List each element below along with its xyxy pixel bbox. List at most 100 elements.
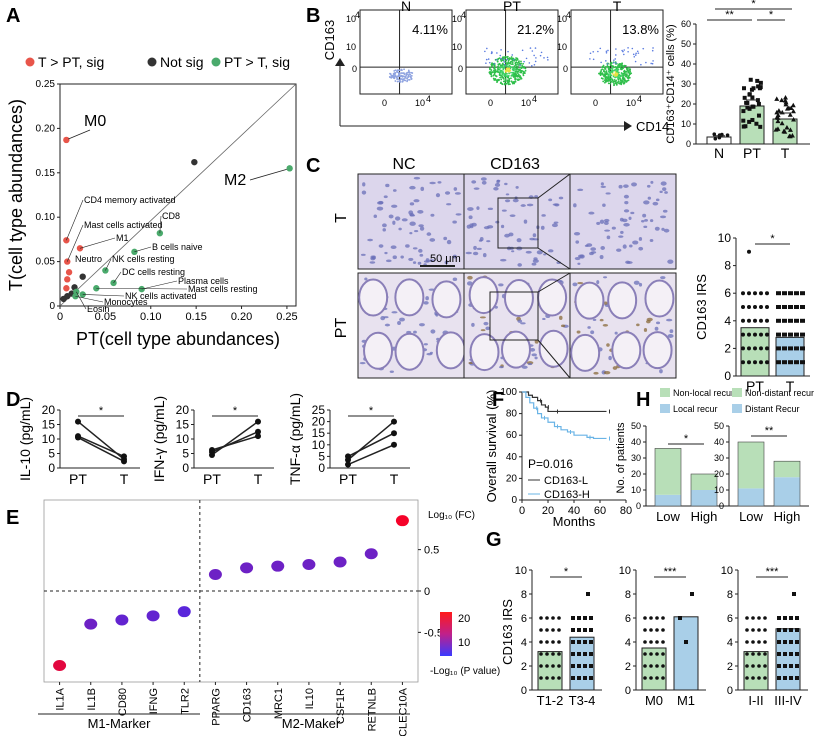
flow-dot <box>511 59 514 62</box>
y-tick-label: 10 <box>631 485 641 495</box>
flow-dot <box>625 73 627 76</box>
flow-dot <box>628 76 631 79</box>
panel-d-label: D <box>6 389 20 411</box>
data-point <box>783 652 787 656</box>
data-point <box>788 360 793 365</box>
panel-e: E 0.5 0 -0.5 Log₁₀ (FC) 20 10 -Log₁₀ (P value) I… <box>6 499 500 736</box>
flow-dot <box>520 71 523 74</box>
flow-dot <box>501 57 504 60</box>
flow-ytick: 10 <box>557 14 567 24</box>
flow-dot <box>485 58 488 61</box>
data-point <box>577 616 581 620</box>
panel-h-legend: Non-local recur Local recur Non-distant re… <box>660 388 814 414</box>
y-tick-label: 30 <box>681 79 691 89</box>
x-tick-label: 20 <box>542 505 554 517</box>
y-tick-label: 10 <box>619 565 631 577</box>
cell <box>624 201 629 205</box>
cell <box>605 192 611 195</box>
flow-dot <box>490 75 493 78</box>
data-point <box>800 305 805 309</box>
cell <box>618 235 624 238</box>
flow-dot <box>513 76 516 79</box>
flow-dot <box>486 47 488 50</box>
legend-label: T > PT, sig <box>38 54 104 70</box>
flow-dot <box>408 73 411 76</box>
label-m2: M2 <box>224 172 246 189</box>
cell <box>360 253 366 256</box>
flow-ytick: 10 <box>346 42 356 52</box>
cell <box>623 209 630 213</box>
flow-y-label: CD163 <box>322 20 337 60</box>
flow-dot <box>627 79 630 82</box>
cell <box>429 181 436 185</box>
marker-dot <box>302 559 316 571</box>
data-point <box>741 318 745 323</box>
y-tick-label: 0 <box>318 461 325 475</box>
flow-dot <box>496 52 498 54</box>
flow-dot <box>620 64 623 67</box>
y-tick-label: 0 <box>719 501 724 511</box>
cell <box>541 214 546 217</box>
point-label-leader <box>134 246 152 253</box>
flow-dot <box>632 53 635 56</box>
cell <box>378 200 384 205</box>
y-tick-label: 0.20 <box>36 123 56 134</box>
data-point <box>255 418 261 425</box>
flow-ytick-exp: 4 <box>355 10 360 20</box>
data-point <box>763 664 767 668</box>
data-point <box>788 291 793 296</box>
flow-dot <box>515 65 518 68</box>
y-tick-label: 40 <box>681 59 691 69</box>
cell <box>471 180 477 184</box>
data-point <box>649 676 653 680</box>
flow-dot <box>612 75 615 78</box>
flow-dot <box>512 68 515 71</box>
x-tick-label: MRC1 <box>273 688 285 719</box>
flow-dot <box>507 74 510 77</box>
y-tick-label: 5 <box>318 449 325 463</box>
data-point <box>783 664 787 668</box>
flow-dot <box>546 56 549 59</box>
flow-dot <box>516 58 519 61</box>
x-tick-label: 80 <box>620 505 632 517</box>
marker-dot <box>333 556 347 568</box>
flow-dot <box>397 75 400 78</box>
gland <box>435 331 466 370</box>
flow-dot <box>515 68 518 70</box>
flow-dot <box>613 79 616 81</box>
flow-dot <box>497 78 500 81</box>
data-point <box>748 77 753 82</box>
cell <box>620 230 624 234</box>
flow-dot <box>606 63 609 65</box>
series-0 <box>63 136 84 292</box>
flow-dot <box>514 70 517 73</box>
cell <box>430 213 435 217</box>
cell <box>420 186 425 192</box>
panel-h-label: H <box>636 389 650 411</box>
flow-dot <box>634 54 637 56</box>
cell <box>534 339 539 344</box>
y-tick-label: 0 <box>724 369 731 383</box>
cell <box>622 244 627 249</box>
cell <box>608 355 612 361</box>
data-point <box>577 652 581 656</box>
data-point <box>751 616 755 620</box>
x-tick-label: PT <box>339 471 357 487</box>
color-scale-label: 10 <box>458 637 470 649</box>
flow-dot <box>522 62 525 65</box>
data-point <box>800 318 805 323</box>
flow-dot <box>393 77 396 80</box>
flow-dot <box>601 68 604 71</box>
cell <box>662 209 668 213</box>
data-point <box>655 628 659 632</box>
cell <box>602 323 609 327</box>
marker-dot <box>208 568 222 580</box>
x-tick-label: 40 <box>568 505 580 517</box>
diagonal <box>59 83 297 307</box>
data-point <box>655 652 659 656</box>
marker-dot <box>364 548 378 560</box>
flow-dot <box>533 63 536 66</box>
cell <box>388 214 394 219</box>
flow-xtick: 10 <box>626 98 636 108</box>
